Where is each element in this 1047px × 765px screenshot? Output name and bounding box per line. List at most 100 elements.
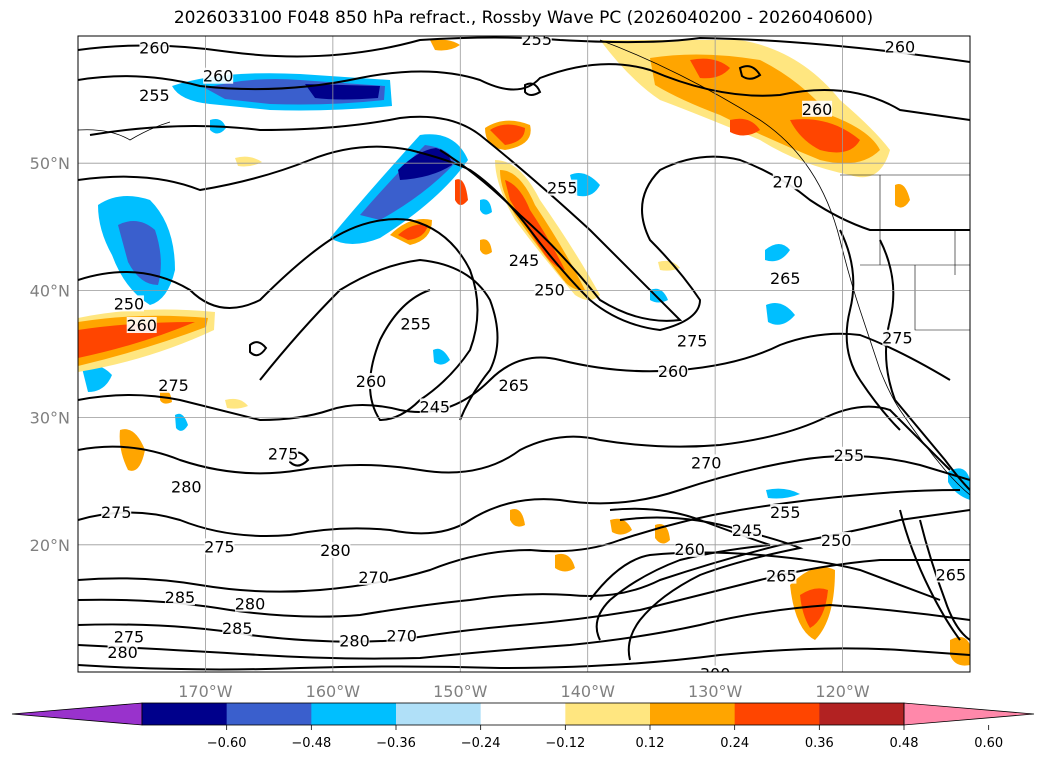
negative-anomaly-region xyxy=(480,199,492,215)
contour-line xyxy=(78,603,970,660)
contour-label-background xyxy=(113,295,144,312)
negative-anomaly-region xyxy=(766,302,795,325)
contour-label: 280 xyxy=(171,478,202,497)
negative-anomaly-region xyxy=(766,488,800,499)
contour-label: 270 xyxy=(386,626,417,645)
colorbar-tick-label: 0.60 xyxy=(974,736,1003,751)
contour-label-background xyxy=(358,568,389,585)
positive-anomaly-region xyxy=(950,636,970,666)
negative-anomaly-region xyxy=(570,172,600,197)
contour-label-background xyxy=(833,446,864,463)
contour-line xyxy=(738,65,762,80)
positive-anomaly-region xyxy=(895,184,910,208)
contour-label: 255 xyxy=(400,315,431,334)
contour-label-background xyxy=(204,538,235,555)
contour-label: 260 xyxy=(356,372,387,391)
positive-anomaly-region xyxy=(455,179,468,205)
contour-line xyxy=(619,516,804,661)
contour-label: 280 xyxy=(320,541,351,560)
negative-anomaly-region xyxy=(175,413,188,431)
colorbar-swatch xyxy=(311,703,397,725)
positive-anomaly-region xyxy=(510,509,525,527)
positive-anomaly-region xyxy=(78,322,195,358)
contour-label-background xyxy=(235,595,266,612)
grid-layer xyxy=(78,36,970,672)
contour-label-background xyxy=(386,627,417,644)
colorbar-swatch xyxy=(650,703,736,725)
chart-title: 2026033100 F048 850 hPa refract., Rossby… xyxy=(173,8,874,28)
contour-label: 255 xyxy=(547,179,578,198)
contour-label-background xyxy=(509,252,539,269)
negative-anomaly-region xyxy=(765,244,790,262)
contour-label-background xyxy=(164,589,195,606)
contour-label: 270 xyxy=(358,568,389,587)
contour-line xyxy=(89,115,683,322)
contour-label: 265 xyxy=(936,565,967,584)
colorbar-swatch xyxy=(142,703,228,725)
contour-line xyxy=(589,551,941,601)
contour-label: 260 xyxy=(203,67,234,86)
contour-line xyxy=(78,647,970,671)
contour-line xyxy=(78,63,970,121)
colorbar-tick-label: −0.12 xyxy=(545,736,585,751)
contour-label-background xyxy=(268,445,299,462)
map-frame xyxy=(77,35,971,673)
contour-label: 255 xyxy=(834,446,865,465)
positive-anomaly-region xyxy=(800,588,828,628)
contour-label-background xyxy=(203,67,234,84)
colorbar-tick-label: 0.12 xyxy=(636,736,665,751)
contour-label: 255 xyxy=(139,86,170,105)
contour-label-background xyxy=(139,86,170,103)
contour-line xyxy=(78,455,970,537)
latitude-tick-label: 20°N xyxy=(30,536,70,555)
longitude-tick-label: 120°W xyxy=(815,682,870,701)
border-path xyxy=(914,265,970,331)
negative-anomaly-region xyxy=(433,348,450,365)
contour-label-background xyxy=(113,628,144,645)
contour-label-background xyxy=(882,329,913,346)
colorbar-tick-label: −0.36 xyxy=(376,736,416,751)
coastline xyxy=(78,39,970,496)
contour-label-background xyxy=(674,540,705,557)
political-borders xyxy=(840,174,970,331)
contour-line xyxy=(78,489,961,593)
colorbar-extend-low xyxy=(11,702,143,726)
colorbar-tick-label: 0.48 xyxy=(890,736,919,751)
longitude-tick-label: 140°W xyxy=(561,682,616,701)
colorbar: −0.60 −0.48 −0.36 −0.24 −0.12 0.12 0.24 0.36 0.4… xyxy=(11,702,1035,751)
contour-label: 275 xyxy=(114,628,145,647)
colorbar-swatch xyxy=(480,703,566,725)
contour-label-background xyxy=(770,269,801,286)
longitude-tick-label: 130°W xyxy=(688,682,743,701)
positive-anomaly-region xyxy=(658,260,680,271)
contour-label-background xyxy=(101,504,132,520)
contour-label: 280 xyxy=(235,595,266,614)
contour-label-background xyxy=(700,665,731,672)
contour-label-background xyxy=(126,317,157,334)
contour-label: 260 xyxy=(126,316,157,335)
negative-anomaly-region xyxy=(118,221,161,285)
colorbar-swatch xyxy=(226,703,312,725)
longitude-tick-label: 170°W xyxy=(178,682,233,701)
contour-line xyxy=(78,36,970,63)
contour-label-background xyxy=(770,504,801,520)
contour-label-background xyxy=(547,179,578,196)
contour-line xyxy=(899,509,961,641)
contour-label-background xyxy=(884,38,915,55)
contour-label: 300 xyxy=(700,665,731,684)
contour-label: 285 xyxy=(222,619,253,638)
contour-line xyxy=(259,258,499,421)
positive-anomaly-region xyxy=(225,398,248,409)
colorbar-swatch xyxy=(734,703,820,725)
positive-anomaly-region xyxy=(430,39,460,51)
contour-label: 250 xyxy=(821,531,852,550)
contour-label-background xyxy=(766,567,797,584)
contour-label: 280 xyxy=(107,643,138,662)
contour-label-background xyxy=(521,36,552,47)
contour-label: 275 xyxy=(158,376,189,395)
positive-anomaly-region xyxy=(555,553,575,572)
contour-label: 260 xyxy=(885,37,916,56)
positive-anomaly-region xyxy=(730,118,760,136)
contour-label-background xyxy=(802,100,833,117)
